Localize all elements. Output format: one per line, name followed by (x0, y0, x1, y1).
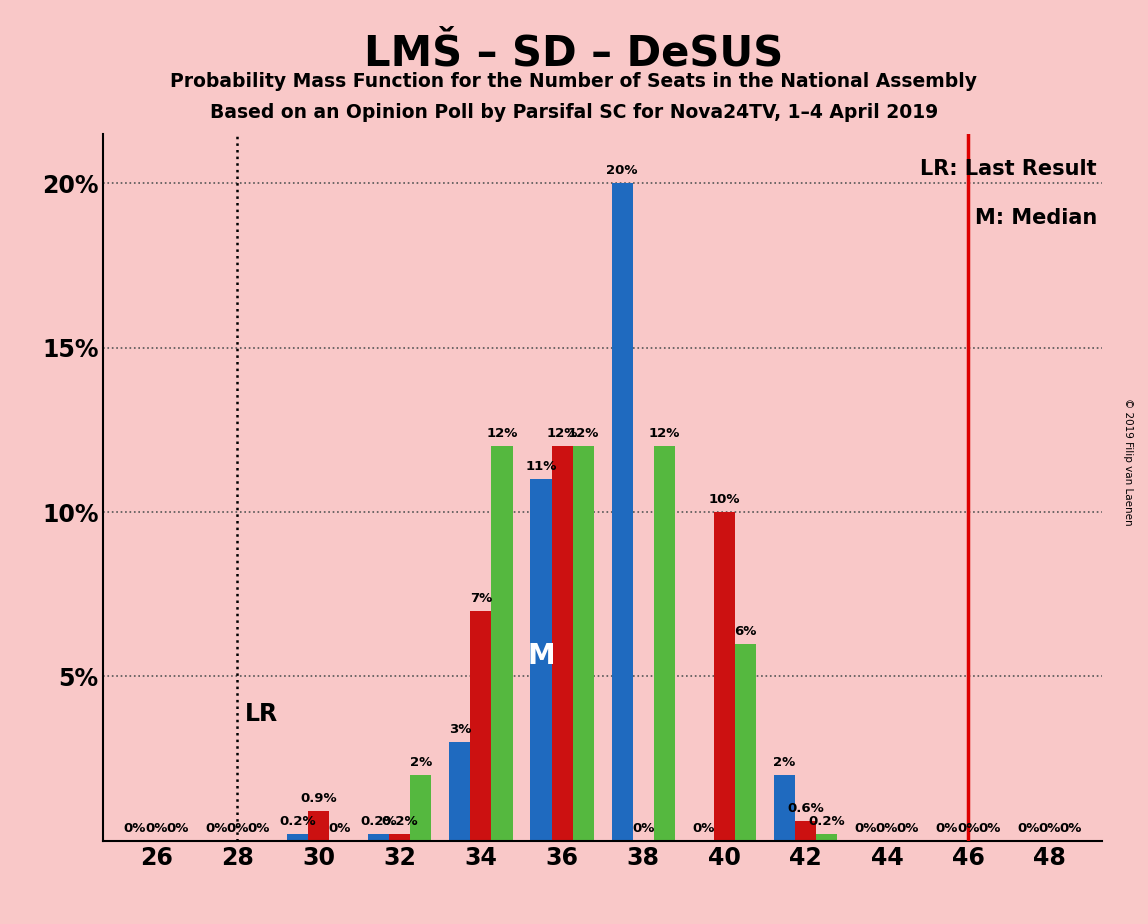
Text: 0%: 0% (633, 822, 654, 835)
Text: 0%: 0% (145, 822, 168, 835)
Text: 0.6%: 0.6% (788, 802, 824, 815)
Text: 7%: 7% (470, 591, 492, 605)
Text: 0%: 0% (1038, 822, 1061, 835)
Bar (774, 775, 796, 841)
Text: 0%: 0% (226, 822, 248, 835)
Text: LMŠ – SD – DeSUS: LMŠ – SD – DeSUS (364, 32, 784, 74)
Text: LR: Last Result: LR: Last Result (921, 159, 1097, 178)
Text: 11%: 11% (526, 460, 557, 473)
Bar (735, 644, 757, 841)
Text: 0%: 0% (854, 822, 877, 835)
Text: 2%: 2% (774, 756, 796, 769)
Text: 0%: 0% (1060, 822, 1081, 835)
Bar (410, 775, 432, 841)
Text: 0%: 0% (166, 822, 188, 835)
Text: 0%: 0% (247, 822, 270, 835)
Bar (308, 811, 329, 841)
Text: 0%: 0% (957, 822, 979, 835)
Text: 12%: 12% (567, 428, 599, 441)
Bar (449, 742, 471, 841)
Bar (491, 446, 512, 841)
Text: 0.2%: 0.2% (381, 815, 418, 828)
Bar (471, 611, 491, 841)
Text: 0%: 0% (1017, 822, 1039, 835)
Text: M: M (527, 642, 554, 670)
Text: 12%: 12% (649, 428, 680, 441)
Text: 0.2%: 0.2% (808, 815, 845, 828)
Text: LR: LR (245, 701, 278, 725)
Text: 12%: 12% (546, 428, 577, 441)
Text: 0%: 0% (328, 822, 351, 835)
Text: 0.2%: 0.2% (279, 815, 316, 828)
Bar (654, 446, 675, 841)
Text: 2%: 2% (410, 756, 432, 769)
Text: 10%: 10% (708, 493, 740, 506)
Text: Based on an Opinion Poll by Parsifal SC for Nova24TV, 1–4 April 2019: Based on an Opinion Poll by Parsifal SC … (210, 103, 938, 123)
Text: 0%: 0% (936, 822, 959, 835)
Text: 0%: 0% (978, 822, 1000, 835)
Text: © 2019 Filip van Laenen: © 2019 Filip van Laenen (1124, 398, 1133, 526)
Text: 0.2%: 0.2% (360, 815, 397, 828)
Text: M: Median: M: Median (975, 208, 1097, 228)
Text: 0%: 0% (124, 822, 146, 835)
Bar (612, 183, 633, 841)
Text: 12%: 12% (487, 428, 518, 441)
Text: 20%: 20% (606, 164, 638, 177)
Bar (369, 834, 389, 841)
Bar (530, 480, 551, 841)
Text: 0%: 0% (692, 822, 714, 835)
Text: 0%: 0% (205, 822, 227, 835)
Text: 6%: 6% (735, 625, 757, 638)
Text: 0%: 0% (897, 822, 920, 835)
Text: 3%: 3% (449, 723, 471, 736)
Bar (816, 834, 837, 841)
Bar (287, 834, 308, 841)
Bar (551, 446, 573, 841)
Text: Probability Mass Function for the Number of Seats in the National Assembly: Probability Mass Function for the Number… (171, 72, 977, 91)
Bar (796, 821, 816, 841)
Text: 0.9%: 0.9% (300, 793, 336, 806)
Bar (714, 512, 735, 841)
Bar (389, 834, 410, 841)
Text: 0%: 0% (876, 822, 898, 835)
Bar (573, 446, 594, 841)
